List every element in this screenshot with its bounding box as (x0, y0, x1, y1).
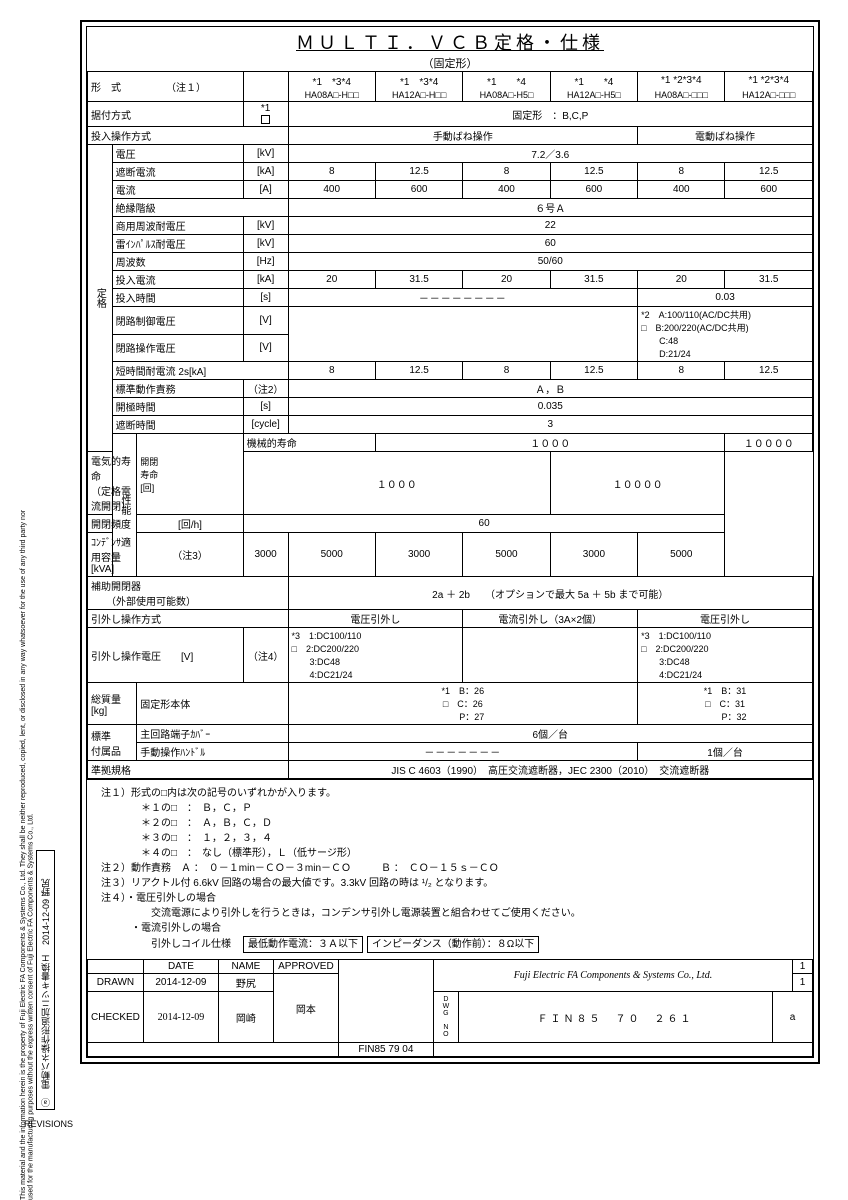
mount-row: 据付方式 *1 固定形 ：B,C,P (88, 102, 813, 127)
subtitle: （固定形） (87, 55, 813, 71)
header-stars-row: 形 式 （注１） *1 *3*4 *1 *3*4 *1 *4 *1 *4 *1 … (88, 72, 813, 90)
operate-row: 投入操作方式 手動ばね操作 電動ばね操作 (88, 127, 813, 145)
notes-block: 注１）形式の□内は次の記号のいずれかが入ります。 ＊１の□ ： Ｂ，Ｃ，Ｐ ＊２… (87, 779, 813, 959)
copyright-text: This material and the information herein… (20, 500, 35, 1200)
revisions-label: REVISIONS (24, 1119, 73, 1129)
title: ＭＵＬＴＩ．ＶＣＢ定格・仕様 (87, 27, 813, 55)
spec-table: 形 式 （注１） *1 *3*4 *1 *3*4 *1 *4 *1 *4 *1 … (87, 71, 813, 779)
revision-column: ⓐ 電動バネ操作形追加ニツキ書換エ 2014-12-09 野尻 (36, 850, 55, 1110)
title-block: DATENAMEAPPROVED Fuji Electric FA Compon… (87, 959, 813, 1057)
drawing-sheet: ＭＵＬＴＩ．ＶＣＢ定格・仕様 （固定形） 形 式 （注１） *1 *3*4 *1… (80, 20, 820, 1064)
ratings-section-label: 定格 (88, 145, 113, 452)
